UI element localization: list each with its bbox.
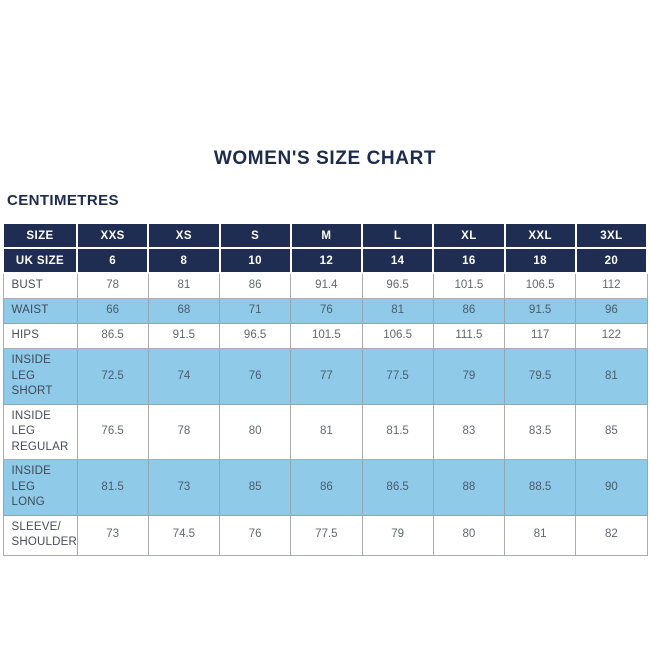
table-cell: 117 bbox=[503, 323, 577, 349]
row-label: INSIDE LEG REGULAR bbox=[2, 403, 78, 461]
table-cell: 79.5 bbox=[503, 348, 577, 405]
table-cell: 81.5 bbox=[76, 459, 149, 516]
table-cell: 76 bbox=[218, 514, 292, 556]
header-row: SIZE XXS XS S M L XL XXL 3XL bbox=[2, 222, 649, 249]
header-cell: 14 bbox=[360, 247, 435, 274]
table-cell: 88.5 bbox=[503, 459, 577, 516]
table-cell: 72.5 bbox=[76, 348, 149, 405]
table-cell: 91.5 bbox=[503, 298, 577, 324]
table-cell: 71 bbox=[218, 298, 292, 324]
table-cell: 82 bbox=[575, 514, 648, 556]
table-cell: 76.5 bbox=[76, 403, 149, 461]
table-cell: 112 bbox=[575, 272, 648, 299]
table-cell: 91.5 bbox=[147, 323, 221, 349]
table-cell: 106.5 bbox=[361, 323, 434, 349]
header-cell: XXS bbox=[75, 222, 150, 249]
table-cell: 83.5 bbox=[503, 403, 577, 461]
header-cell: S bbox=[218, 222, 292, 249]
header-cell: 3XL bbox=[574, 222, 649, 249]
table-cell: 111.5 bbox=[432, 323, 506, 349]
table-cell: 81 bbox=[290, 403, 363, 461]
header-cell: XL bbox=[432, 222, 506, 249]
table-row: SLEEVE/SHOULDER 73 74.5 76 77.5 79 80 81 82 bbox=[2, 514, 648, 556]
table-cell: 74 bbox=[147, 348, 221, 405]
units-heading: CENTIMETRES bbox=[7, 192, 119, 209]
row-label: SLEEVE/SHOULDER bbox=[2, 514, 78, 556]
table-cell: 101.5 bbox=[290, 323, 363, 349]
table-cell: 90 bbox=[575, 459, 648, 516]
table-cell: 86.5 bbox=[361, 459, 434, 516]
table-cell: 91.4 bbox=[290, 272, 363, 299]
table-cell: 74.5 bbox=[147, 514, 221, 556]
table-row: INSIDE LEG LONG 81.5 73 85 86 86.5 88 88.5 90 bbox=[2, 459, 648, 516]
table-cell: 81 bbox=[503, 514, 577, 556]
table-cell: 78 bbox=[147, 403, 221, 461]
table-cell: 77.5 bbox=[361, 348, 434, 405]
table-cell: 86 bbox=[218, 272, 292, 299]
size-table-head: SIZE XXS XS S M L XL XXL 3XL UK SIZE 6 8 10 12 14 16 18 2… bbox=[2, 222, 649, 274]
header-cell: M bbox=[289, 222, 364, 249]
table-row: HIPS 86.5 91.5 96.5 101.5 106.5 111.5 117 122 bbox=[2, 323, 648, 349]
table-cell: 122 bbox=[575, 323, 648, 349]
table-cell: 80 bbox=[432, 514, 506, 556]
table-cell: 86.5 bbox=[76, 323, 149, 349]
header-cell: L bbox=[360, 222, 435, 249]
table-cell: 96.5 bbox=[361, 272, 434, 299]
table-cell: 81 bbox=[575, 348, 648, 405]
table-cell: 73 bbox=[76, 514, 149, 556]
table-cell: 77.5 bbox=[290, 514, 363, 556]
table-cell: 76 bbox=[218, 348, 292, 405]
table-cell: 77 bbox=[290, 348, 363, 405]
table-row: INSIDE LEG SHORT 72.5 74 76 77 77.5 79 79.5 81 bbox=[2, 348, 648, 405]
table-cell: 81.5 bbox=[361, 403, 434, 461]
table-row: INSIDE LEG REGULAR 76.5 78 80 81 81.5 83 83.5 85 bbox=[2, 403, 648, 461]
table-cell: 78 bbox=[76, 272, 149, 299]
table-cell: 81 bbox=[361, 298, 434, 324]
table-cell: 88 bbox=[432, 459, 506, 516]
table-cell: 79 bbox=[361, 514, 434, 556]
header-cell: 12 bbox=[289, 247, 364, 274]
table-cell: 73 bbox=[147, 459, 221, 516]
table-cell: 66 bbox=[76, 298, 149, 324]
header-cell: 16 bbox=[432, 247, 506, 274]
table-cell: 68 bbox=[147, 298, 221, 324]
table-cell: 101.5 bbox=[432, 272, 506, 299]
table-row: BUST 78 81 86 91.4 96.5 101.5 106.5 112 bbox=[2, 272, 648, 299]
table-cell: 86 bbox=[290, 459, 363, 516]
table-cell: 96.5 bbox=[218, 323, 292, 349]
table-cell: 85 bbox=[218, 459, 292, 516]
header-cell: 18 bbox=[503, 247, 577, 274]
table-cell: 86 bbox=[432, 298, 506, 324]
table-cell: 85 bbox=[575, 403, 648, 461]
table-cell: 106.5 bbox=[503, 272, 577, 299]
page-title: WOMEN'S SIZE CHART bbox=[213, 148, 437, 169]
table-cell: 81 bbox=[147, 272, 221, 299]
table-cell: 76 bbox=[290, 298, 363, 324]
header-row: UK SIZE 6 8 10 12 14 16 18 20 bbox=[2, 247, 649, 274]
table-cell: 80 bbox=[218, 403, 292, 461]
header-row-label: UK SIZE bbox=[2, 247, 78, 274]
row-label: INSIDE LEG LONG bbox=[2, 459, 78, 516]
header-cell: 20 bbox=[574, 247, 649, 274]
header-cell: XXL bbox=[503, 222, 577, 249]
header-row-label: SIZE bbox=[2, 222, 78, 249]
row-label: HIPS bbox=[2, 323, 78, 349]
size-table-body: BUST 78 81 86 91.4 96.5 101.5 106.5 112 WAIST 66 68… bbox=[2, 272, 648, 556]
row-label: BUST bbox=[2, 272, 78, 299]
table-row: WAIST 66 68 71 76 81 86 91.5 96 bbox=[2, 298, 648, 324]
row-label: INSIDE LEG SHORT bbox=[2, 348, 78, 405]
table-cell: 96 bbox=[575, 298, 648, 324]
header-cell: XS bbox=[147, 222, 221, 249]
row-label: WAIST bbox=[2, 298, 78, 324]
table-cell: 83 bbox=[432, 403, 506, 461]
header-cell: 10 bbox=[218, 247, 292, 274]
header-cell: 8 bbox=[147, 247, 221, 274]
header-cell: 6 bbox=[75, 247, 150, 274]
table-cell: 79 bbox=[432, 348, 506, 405]
womens-size-table: SIZE XXS XS S M L XL XXL 3XL UK SIZE 6 8 10 12 14 16 18 2… bbox=[2, 222, 649, 556]
